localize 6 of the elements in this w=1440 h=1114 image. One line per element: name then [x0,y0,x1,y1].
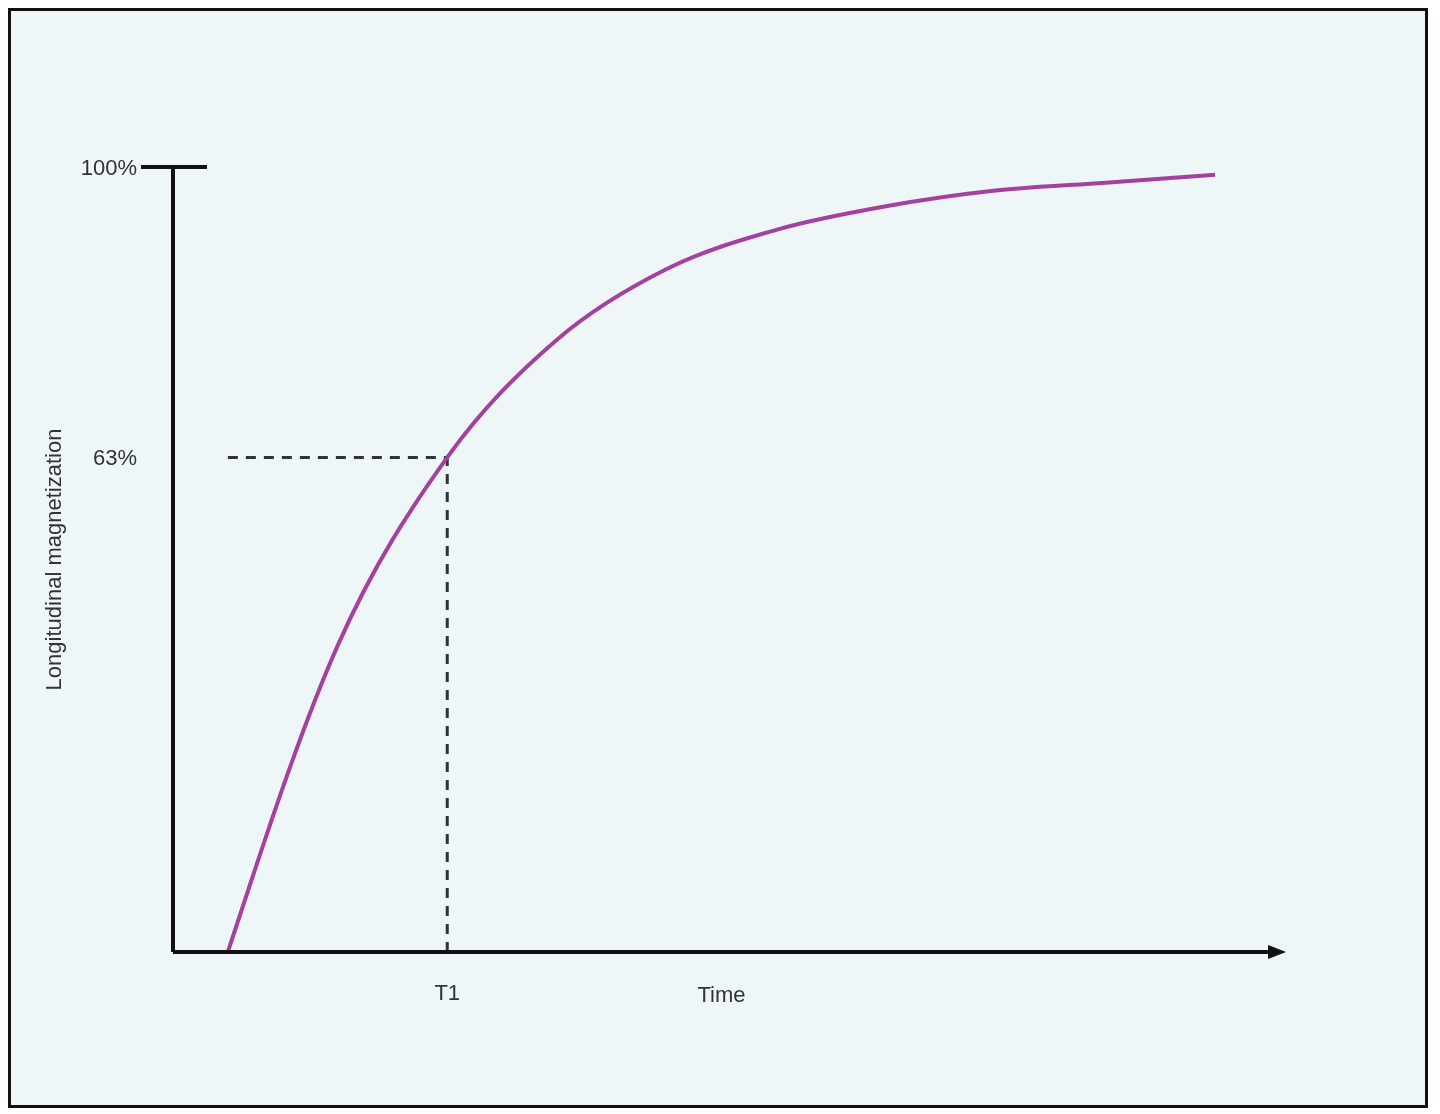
y-axis-title: Longitudinal magnetization [40,428,66,691]
x-tick-label: T1 [434,979,461,1005]
y-tick-label: 100% [80,154,137,180]
line-series [225,172,1218,952]
x-axis-title: Time [697,981,746,1007]
y-tick-label: 63% [92,444,137,470]
